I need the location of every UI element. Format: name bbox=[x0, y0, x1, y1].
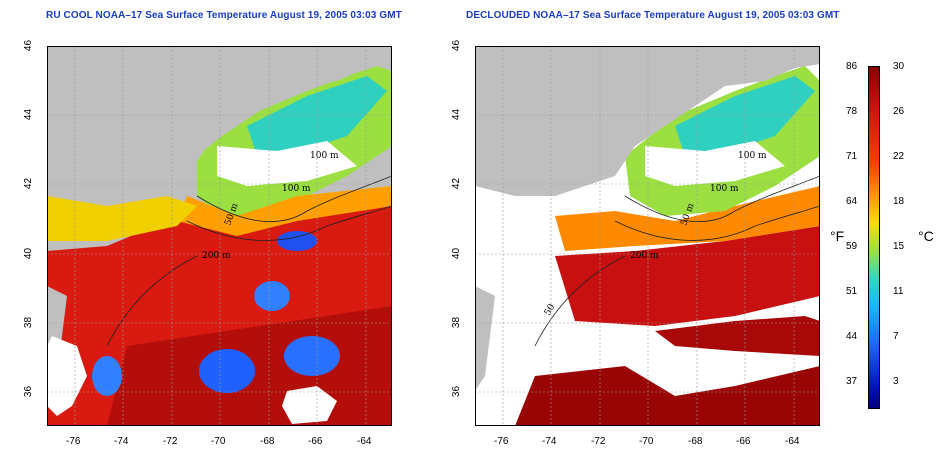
x-tick-label: -66 bbox=[736, 436, 751, 447]
land-mass bbox=[47, 46, 392, 196]
x-tick-label: -74 bbox=[114, 436, 129, 447]
y-tick-label: 42 bbox=[451, 177, 463, 190]
cloud-cap bbox=[645, 141, 785, 186]
cold-patch bbox=[92, 356, 122, 396]
celsius-label: 26 bbox=[893, 106, 905, 117]
declouded-sst-map: 100 m 100 m 50 m 200 m 50 bbox=[475, 46, 820, 426]
celsius-label: 7 bbox=[893, 331, 899, 342]
celsius-label: 11 bbox=[893, 286, 904, 297]
x-tick-label: -70 bbox=[211, 436, 226, 447]
celsius-unit: °C bbox=[918, 228, 934, 244]
x-tick-label: -76 bbox=[494, 436, 509, 447]
fahrenheit-label: 44 bbox=[846, 331, 858, 342]
ocean-hot-region bbox=[515, 366, 820, 426]
contour-label: 100 m bbox=[310, 151, 339, 161]
depth-contour bbox=[106, 255, 198, 347]
x-tick-label: -68 bbox=[260, 436, 275, 447]
y-tick-label: 46 bbox=[23, 39, 35, 52]
celsius-label: 15 bbox=[893, 241, 905, 252]
y-tick-label: 44 bbox=[451, 108, 463, 121]
x-tick-label: -74 bbox=[542, 436, 557, 447]
cold-patch bbox=[277, 231, 317, 251]
ocean-hot-region bbox=[655, 316, 820, 356]
depth-contour bbox=[624, 175, 820, 222]
y-tick-label: 42 bbox=[23, 177, 35, 190]
y-tick-label: 38 bbox=[451, 316, 463, 329]
contour-label: 100 m bbox=[738, 151, 767, 161]
cloud-cap bbox=[217, 141, 357, 186]
fahrenheit-unit: °F bbox=[830, 228, 845, 244]
depth-contour bbox=[534, 255, 626, 347]
cloud-patch bbox=[282, 386, 337, 424]
contour-label: 100 m bbox=[710, 184, 739, 194]
x-tick-label: -72 bbox=[163, 436, 178, 447]
y-tick-label: 46 bbox=[451, 39, 463, 52]
land-mass-southwest bbox=[475, 286, 495, 391]
left-map-title: RU COOL NOAA–17 Sea Surface Temperature … bbox=[46, 10, 402, 21]
declouded-sst-map-graphic: 100 m 100 m 50 m 200 m 50 bbox=[475, 46, 820, 426]
right-map-title: DECLOUDED NOAA–17 Sea Surface Temperatur… bbox=[466, 10, 840, 21]
x-tick-label: -70 bbox=[639, 436, 654, 447]
cold-patch bbox=[254, 281, 290, 311]
cold-patch bbox=[284, 336, 340, 376]
contour-label: 200 m bbox=[202, 251, 231, 261]
fahrenheit-label: 78 bbox=[846, 106, 858, 117]
x-tick-label: -76 bbox=[66, 436, 81, 447]
celsius-label: 22 bbox=[893, 151, 905, 162]
contour-label: 100 m bbox=[282, 184, 311, 194]
celsius-label: 3 bbox=[893, 376, 899, 387]
x-tick-label: -72 bbox=[591, 436, 606, 447]
temperature-colorbar bbox=[868, 66, 880, 409]
fahrenheit-label: 59 bbox=[846, 241, 858, 252]
nearshore-yellow-band bbox=[47, 196, 197, 241]
fahrenheit-label: 51 bbox=[846, 286, 858, 297]
fahrenheit-label: 37 bbox=[846, 376, 858, 387]
cloud-coast bbox=[47, 336, 87, 416]
y-tick-label: 40 bbox=[451, 247, 463, 260]
x-tick-label: -68 bbox=[688, 436, 703, 447]
raw-sst-map: 100 m 100 m 50 m 200 m bbox=[47, 46, 392, 426]
y-tick-label: 44 bbox=[23, 108, 35, 121]
fahrenheit-label: 71 bbox=[846, 151, 858, 162]
y-tick-label: 40 bbox=[23, 247, 35, 260]
fahrenheit-label: 64 bbox=[846, 196, 858, 207]
y-tick-label: 36 bbox=[23, 385, 35, 398]
depth-contour bbox=[186, 205, 392, 241]
contour-label: 200 m bbox=[630, 251, 659, 261]
celsius-label: 18 bbox=[893, 196, 905, 207]
shelf-warm-band bbox=[177, 186, 392, 236]
fahrenheit-label: 86 bbox=[846, 61, 858, 72]
y-tick-label: 36 bbox=[451, 385, 463, 398]
depth-contour bbox=[614, 205, 820, 241]
x-tick-label: -64 bbox=[357, 436, 372, 447]
celsius-label: 30 bbox=[893, 61, 905, 72]
land-mass bbox=[475, 46, 820, 196]
ocean-warm-region bbox=[555, 226, 820, 326]
depth-contour bbox=[196, 175, 392, 222]
y-tick-label: 38 bbox=[23, 316, 35, 329]
cold-patch bbox=[199, 349, 255, 393]
x-tick-label: -66 bbox=[308, 436, 323, 447]
x-tick-label: -64 bbox=[785, 436, 800, 447]
raw-sst-map-graphic: 100 m 100 m 50 m 200 m bbox=[47, 46, 392, 426]
